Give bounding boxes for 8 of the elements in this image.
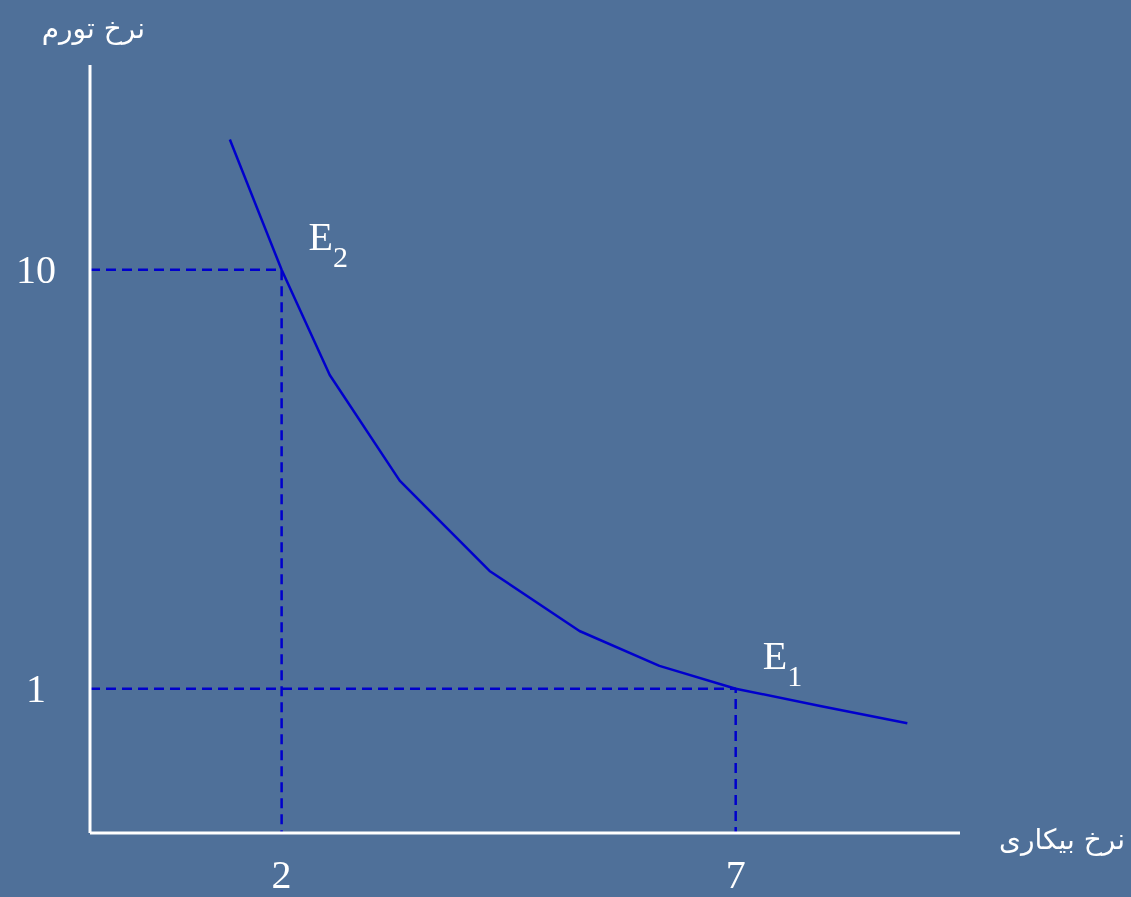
annotation: E$_{1}$ xyxy=(762,632,803,692)
y-tick-label: 10 xyxy=(16,247,56,293)
y-axis-title: نرخ تورم xyxy=(41,11,145,45)
x-tick-label: 2 xyxy=(271,852,292,897)
x-axis-title: نرخ بیکاری xyxy=(999,822,1125,856)
annotation: E$_{2}$ xyxy=(308,213,349,273)
y-tick-label: 1 xyxy=(26,666,46,712)
x-tick-label: 7 xyxy=(725,852,746,897)
